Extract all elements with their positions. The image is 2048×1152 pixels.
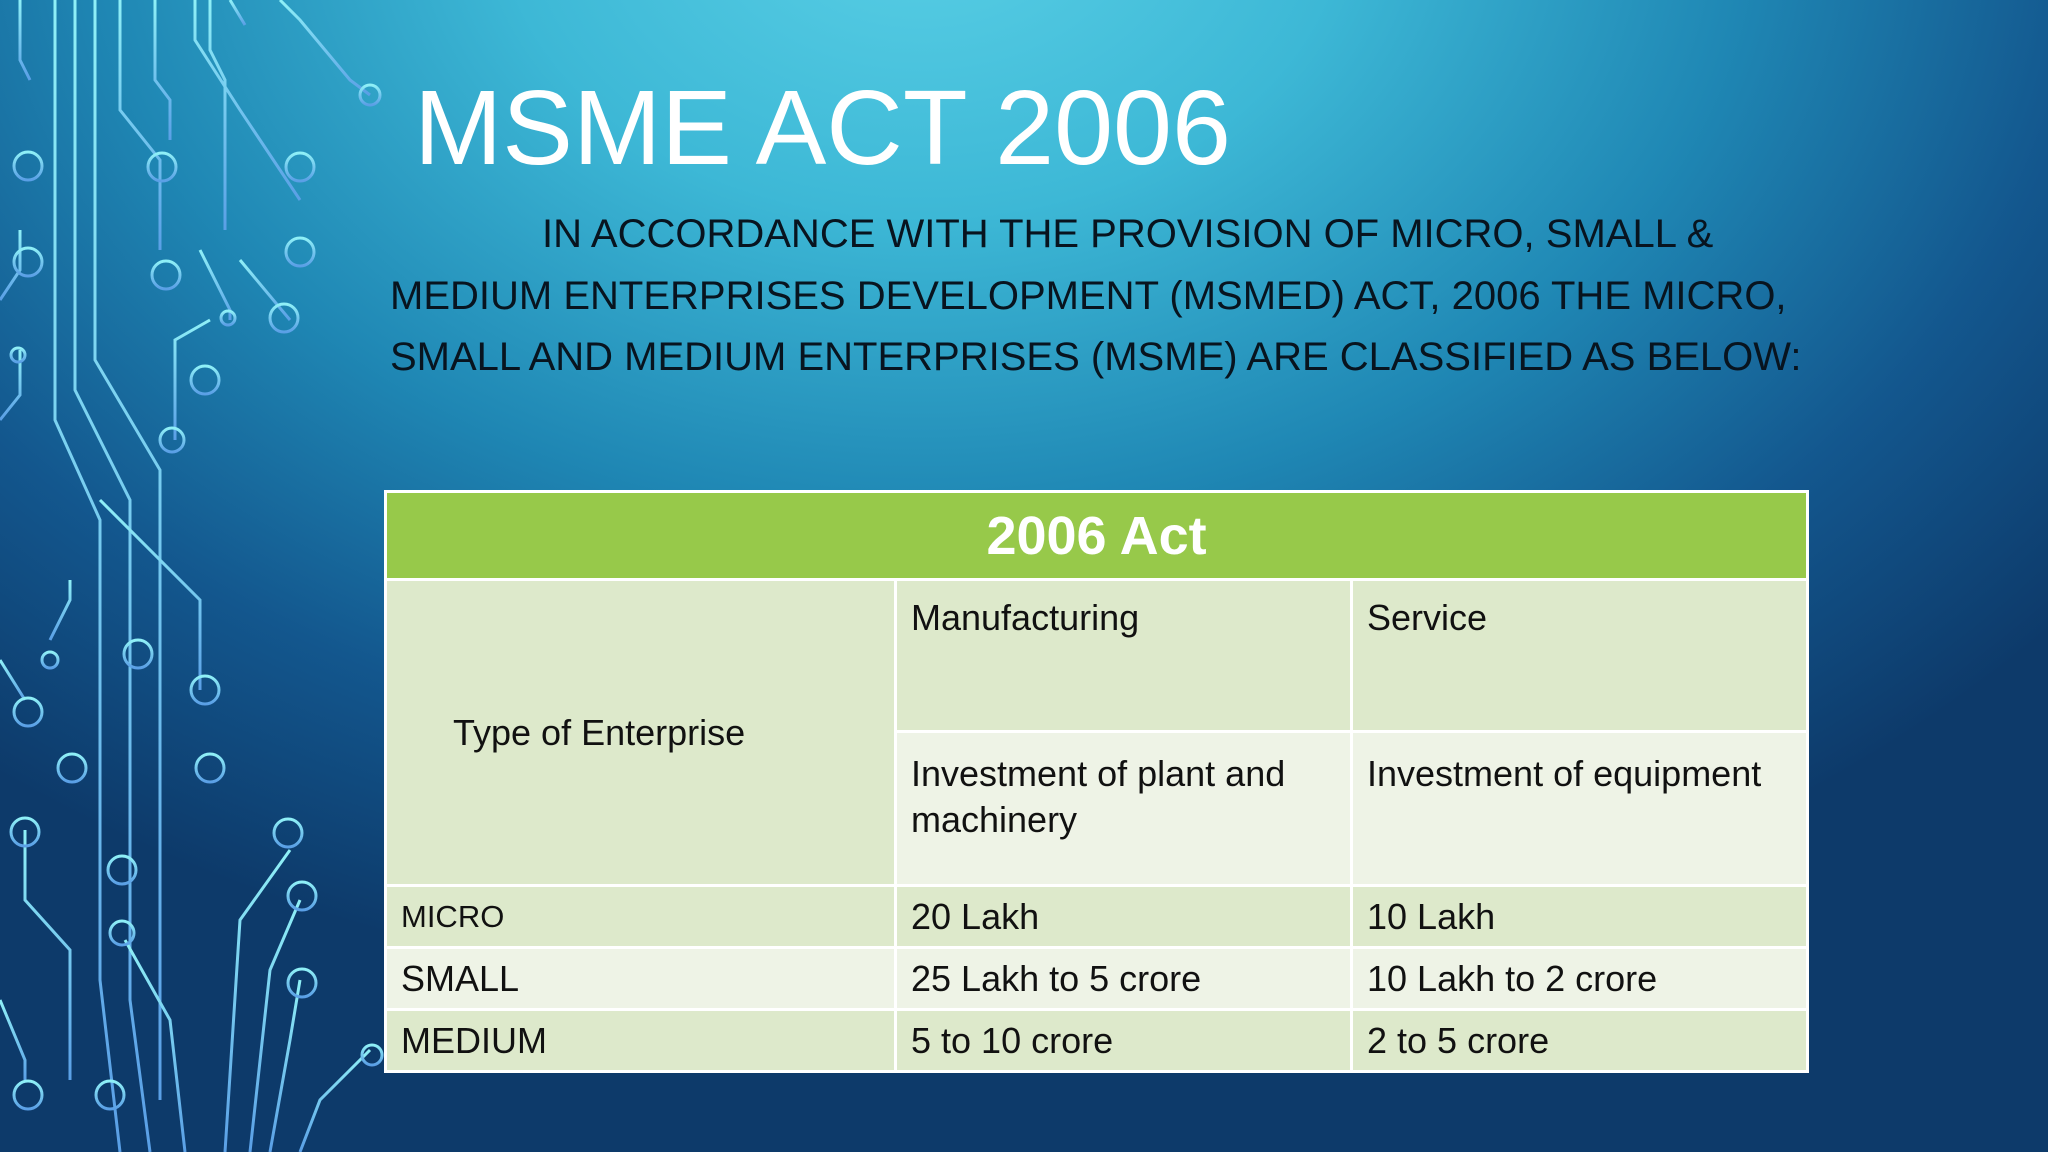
small-service-limit: 10 Lakh to 2 crore (1349, 946, 1810, 1011)
enterprise-type-medium: MEDIUM (384, 1008, 897, 1073)
slide-title: MSME ACT 2006 (414, 69, 1231, 187)
table-heading: 2006 Act (383, 490, 1810, 581)
small-manufacturing-limit: 25 Lakh to 5 crore (894, 946, 1353, 1011)
micro-service-limit: 10 Lakh (1349, 884, 1810, 949)
type-of-enterprise-header: Type of Enterprise (384, 578, 897, 887)
enterprise-type-micro: MICRO (384, 884, 897, 949)
table-row: MEDIUM 5 to 10 crore 2 to 5 crore (384, 1008, 1810, 1073)
table-row: SMALL 25 Lakh to 5 crore 10 Lakh to 2 cr… (384, 946, 1810, 1011)
service-header: Service (1349, 578, 1810, 733)
intro-paragraph: IN ACCORDANCE WITH THE PROVISION OF MICR… (390, 212, 1802, 379)
micro-manufacturing-limit: 20 Lakh (894, 884, 1353, 949)
table-heading-row: 2006 Act (383, 490, 1810, 581)
enterprise-type-small: SMALL (384, 946, 897, 1011)
medium-service-limit: 2 to 5 crore (1349, 1008, 1810, 1073)
basis-row: Investment of plant and machinery Invest… (386, 730, 1810, 887)
manufacturing-header: Manufacturing (894, 578, 1353, 733)
msme-classification-table: 2006 Act Type of Enterprise Manufacturin… (383, 490, 1810, 1073)
service-basis: Investment of equipment (1349, 730, 1810, 887)
manufacturing-basis: Investment of plant and machinery (894, 730, 1353, 887)
table-row: MICRO 20 Lakh 10 Lakh (384, 884, 1810, 949)
sector-row: Type of Enterprise Manufacturing Service (384, 578, 1810, 887)
medium-manufacturing-limit: 5 to 10 crore (894, 1008, 1353, 1073)
circuit-board-decoration (0, 0, 384, 1152)
